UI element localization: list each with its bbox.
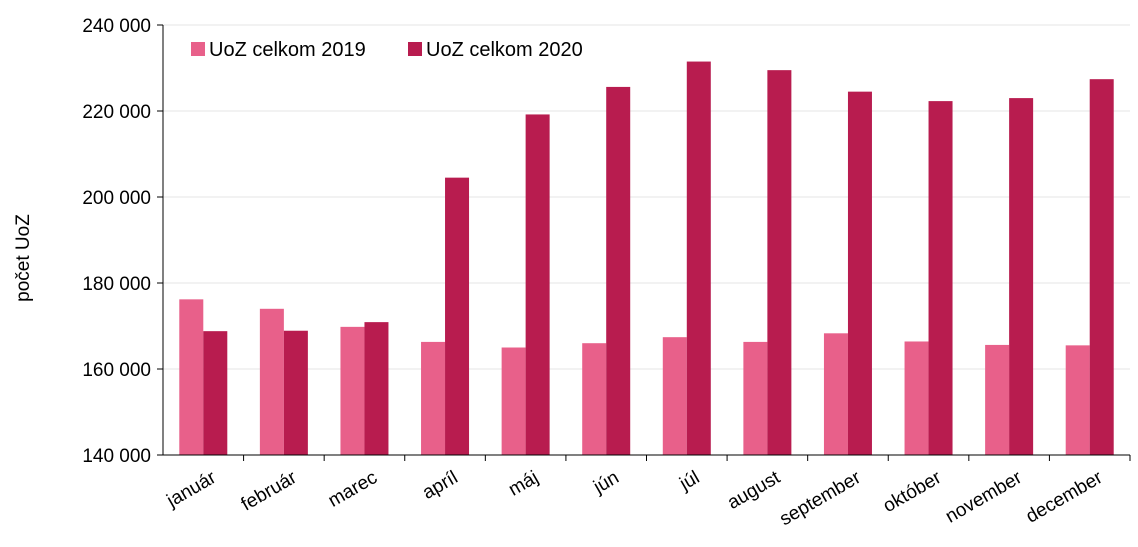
bar-2020-11 <box>1089 79 1114 456</box>
bar-2020-7 <box>767 70 792 456</box>
bar-2020-0 <box>203 331 228 455</box>
y-tick-label: 140 000 <box>82 446 151 467</box>
bar-2019-9 <box>904 341 929 455</box>
bar-2020-10 <box>1009 98 1034 455</box>
x-tick-label: november <box>942 467 1026 528</box>
bar-2020-8 <box>847 91 872 456</box>
y-tick-label: 180 000 <box>82 274 151 295</box>
bar-2020-3 <box>445 177 470 455</box>
bar-2019-5 <box>582 343 607 455</box>
bar-2019-11 <box>1065 345 1090 455</box>
bar-2019-0 <box>179 299 204 455</box>
x-tick-label: december <box>1023 467 1107 528</box>
x-tick-label: júl <box>675 467 703 495</box>
bar-2019-7 <box>743 341 768 455</box>
x-tick-label: máj <box>505 467 542 500</box>
bar-2020-5 <box>606 86 631 456</box>
y-tick-label: 220 000 <box>82 102 151 123</box>
bar-2020-4 <box>525 114 550 455</box>
bars <box>179 61 1114 456</box>
bar-2019-1 <box>259 308 284 455</box>
legend: UoZ celkom 2019 UoZ celkom 2020 <box>191 39 583 61</box>
bar-2019-3 <box>421 341 446 455</box>
x-tick-label: marec <box>325 467 381 512</box>
x-tick-label: jún <box>589 467 622 498</box>
x-tick-label: apríl <box>419 467 462 504</box>
y-tick-labels: 140 000 160 000 180 000 200 000 220 000 240 0… <box>82 16 151 467</box>
bar-2020-9 <box>928 101 953 456</box>
x-tick-labels: január február marec apríl máj jún júl augustse… <box>163 467 1107 530</box>
legend-label-2019: UoZ celkom 2019 <box>209 39 366 61</box>
axes <box>157 24 1131 461</box>
x-tick-label: október <box>880 467 946 517</box>
y-tick-label: 200 000 <box>82 188 151 209</box>
gridlines <box>163 24 1130 370</box>
bar-2019-2 <box>340 326 365 455</box>
bar-2019-4 <box>501 347 526 455</box>
x-tick-label: august <box>724 467 785 514</box>
bar-2019-6 <box>662 337 687 455</box>
x-tick-label: február <box>238 467 301 516</box>
y-tick-label: 160 000 <box>82 360 151 381</box>
bar-2020-1 <box>283 330 308 455</box>
bar-2019-8 <box>823 333 848 455</box>
y-axis-title: počet UoZ <box>13 214 34 302</box>
legend-swatch-2020 <box>408 42 422 56</box>
x-tick-label: september <box>776 467 865 530</box>
bar-2019-10 <box>985 344 1010 455</box>
bar-2020-2 <box>364 322 389 455</box>
legend-label-2020: UoZ celkom 2020 <box>426 39 583 61</box>
x-tick-label: január <box>163 467 221 512</box>
y-tick-label: 240 000 <box>82 16 151 37</box>
legend-swatch-2019 <box>191 42 205 56</box>
bar-2020-6 <box>686 61 711 456</box>
